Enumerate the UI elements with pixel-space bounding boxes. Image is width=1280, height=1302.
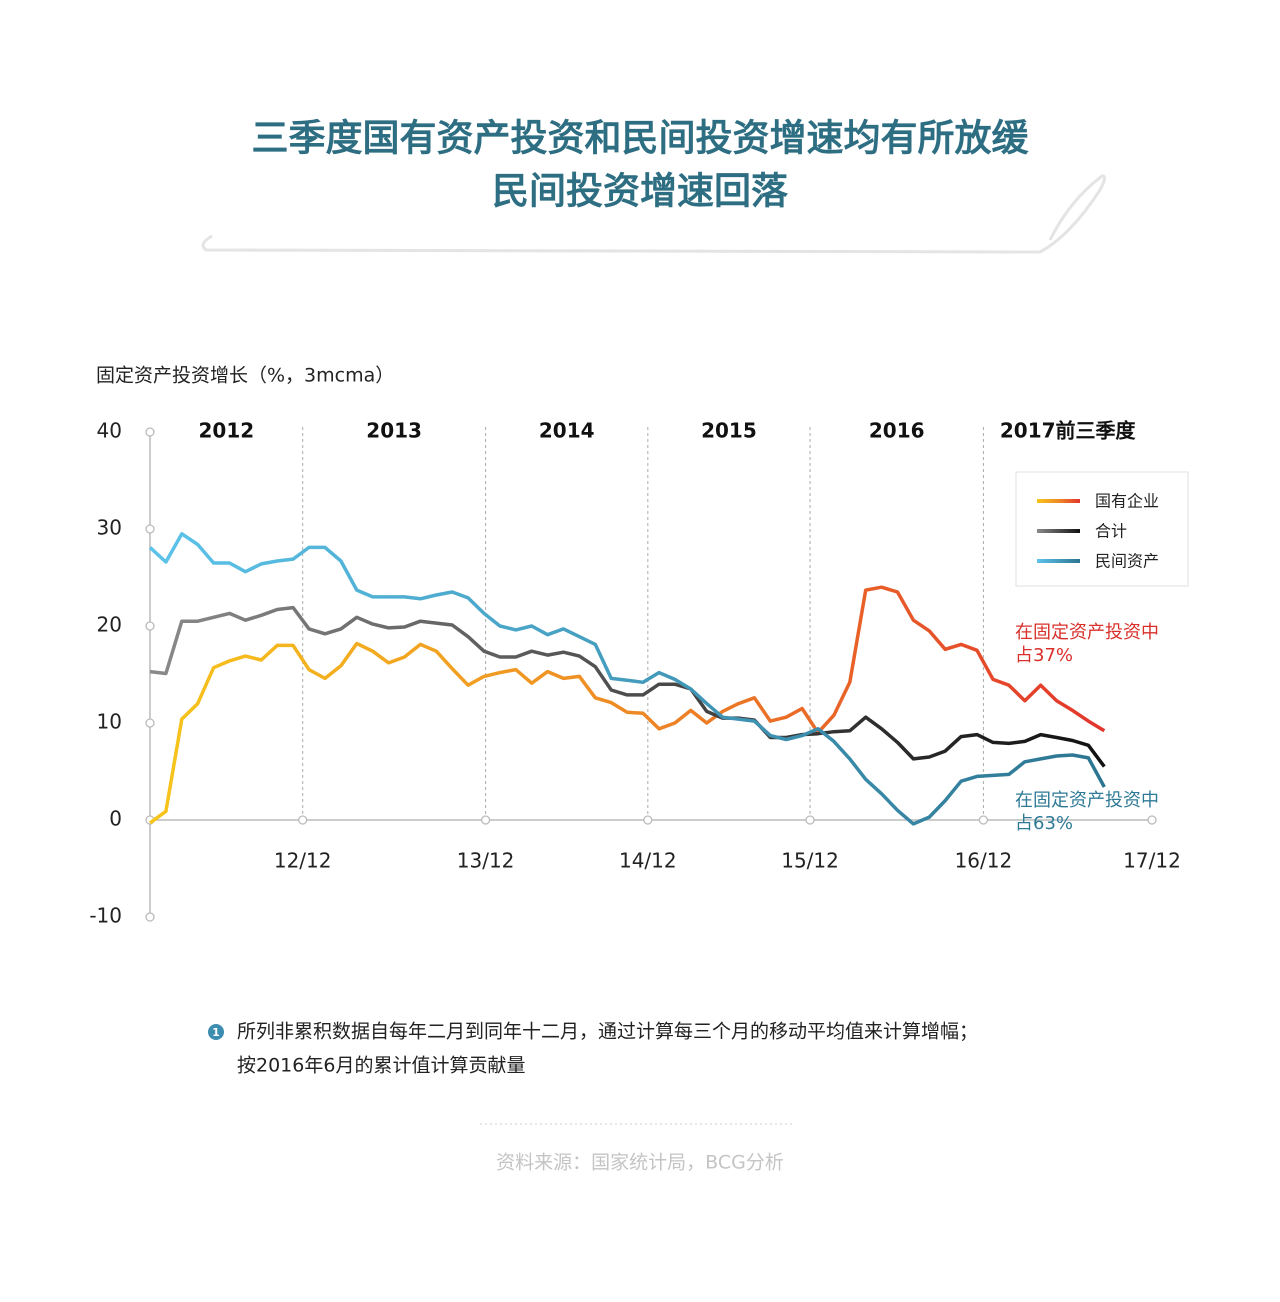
source: 资料来源：国家统计局，BCG分析 <box>496 1152 784 1174</box>
y-tick-label: 10 <box>97 710 122 734</box>
y-tick-label: 30 <box>97 516 122 540</box>
x-tick-label: 13/12 <box>457 849 515 873</box>
y-tick-label: 20 <box>97 613 122 637</box>
x-tick <box>480 815 491 825</box>
title-line: 三季度国有资产投资和民间投资增速均有所放缓 <box>252 117 1030 160</box>
x-tick-label: 15/12 <box>781 849 839 873</box>
y-tick <box>145 912 155 922</box>
y-tick <box>145 524 155 534</box>
series-line <box>149 605 1106 768</box>
x-tick-label: 16/12 <box>955 849 1013 873</box>
series-line <box>148 532 1106 826</box>
y-tick-label: 40 <box>97 419 122 443</box>
period-label: 2015 <box>701 419 757 443</box>
period-label: 2017前三季度 <box>1000 419 1137 443</box>
legend-label: 国有企业 <box>1095 492 1159 511</box>
y-tick <box>145 718 155 728</box>
y-tick <box>145 427 155 437</box>
x-tick-label: 12/12 <box>274 849 332 873</box>
title-line: 民间投资增速回落 <box>492 170 789 213</box>
period-label: 2012 <box>199 419 255 443</box>
x-tick <box>1147 815 1157 825</box>
annotation: 在固定资产投资中 <box>1015 790 1159 811</box>
x-tick <box>643 815 653 825</box>
period-label: 2014 <box>539 419 595 443</box>
y-tick-label: -10 <box>89 904 122 928</box>
x-tick-label: 17/12 <box>1123 849 1181 873</box>
x-tick <box>978 815 989 825</box>
series-line <box>148 585 1106 825</box>
period-label: 2016 <box>869 419 925 443</box>
annotation: 占37% <box>1015 645 1073 666</box>
footnote-marker: 1 <box>212 1026 220 1039</box>
y-tick <box>145 621 155 631</box>
footnote-line: 按2016年6月的累计值计算贡献量 <box>237 1055 525 1077</box>
x-tick <box>805 815 815 825</box>
legend-label: 民间资产 <box>1095 552 1159 571</box>
period-label: 2013 <box>366 419 422 443</box>
legend-label: 合计 <box>1095 522 1127 541</box>
annotation: 在固定资产投资中 <box>1015 622 1159 643</box>
x-tick <box>298 815 308 825</box>
x-tick-label: 14/12 <box>619 849 677 873</box>
decor-swoosh <box>201 174 1107 254</box>
annotation: 占63% <box>1015 813 1073 834</box>
footnote-line: 所列非累积数据自每年二月到同年十二月，通过计算每三个月的移动平均值来计算增幅； <box>237 1021 978 1043</box>
y-tick-label: 0 <box>109 807 122 831</box>
y-axis-title: 固定资产投资增长（%，3mcma） <box>96 365 394 387</box>
footnote-marker-bg <box>208 1024 224 1040</box>
